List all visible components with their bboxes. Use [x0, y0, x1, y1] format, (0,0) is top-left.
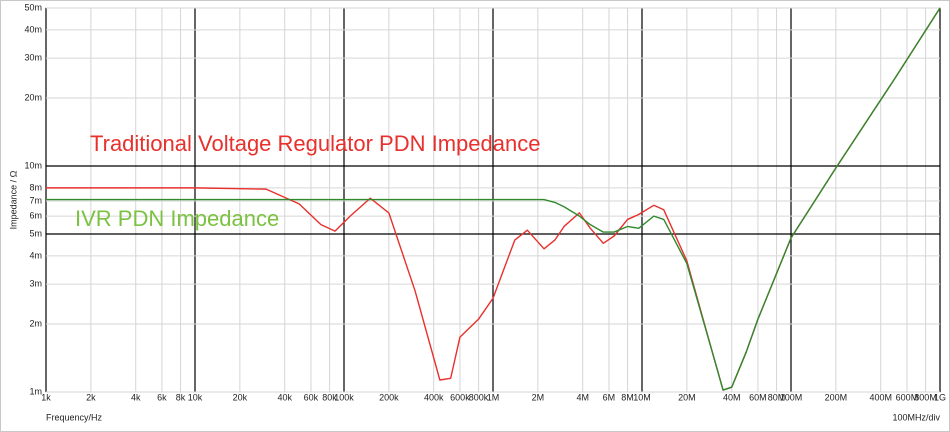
- y-tick-label: 20m: [24, 92, 42, 102]
- x-tick-label: 600M: [896, 392, 919, 402]
- x-tick-label: 100k: [334, 392, 354, 402]
- x-tick-label: 6M: [603, 392, 616, 402]
- x-tick-label: 400M: [869, 392, 892, 402]
- x-tick-label: 20M: [678, 392, 696, 402]
- scale-note: 100MHz/div: [892, 412, 940, 422]
- x-tick-label: 800M: [914, 392, 937, 402]
- y-tick-label: 6m: [29, 210, 42, 220]
- y-tick-label: 4m: [29, 250, 42, 260]
- x-tick-label: 80k: [322, 392, 337, 402]
- x-tick-label: 8k: [176, 392, 186, 402]
- x-tick-label: 60M: [749, 392, 767, 402]
- x-axis-label: Frequency/Hz: [46, 412, 103, 422]
- x-tick-label: 40M: [723, 392, 741, 402]
- y-tick-label: 50m: [24, 2, 42, 12]
- x-tick-label: 80M: [768, 392, 786, 402]
- y-tick-label: 8m: [29, 182, 42, 192]
- x-tick-label: 2M: [532, 392, 545, 402]
- annotation: Traditional Voltage Regulator PDN Impeda…: [90, 131, 540, 156]
- x-tick-label: 200M: [825, 392, 848, 402]
- x-tick-label: 200k: [379, 392, 399, 402]
- x-tick-label: 8M: [621, 392, 634, 402]
- x-tick-label: 10k: [188, 392, 203, 402]
- x-tick-label: 2k: [86, 392, 96, 402]
- x-tick-label: 4M: [576, 392, 589, 402]
- x-tick-label: 400k: [424, 392, 444, 402]
- y-tick-label: 3m: [29, 279, 42, 289]
- y-tick-label: 1m: [29, 386, 42, 396]
- x-tick-label: 1M: [487, 392, 500, 402]
- x-tick-label: 20k: [233, 392, 248, 402]
- y-tick-label: 30m: [24, 53, 42, 63]
- x-tick-label: 1G: [934, 392, 946, 402]
- x-tick-label: 100M: [780, 392, 803, 402]
- x-tick-label: 60k: [304, 392, 319, 402]
- x-tick-label: 10M: [633, 392, 651, 402]
- y-tick-label: 40m: [24, 24, 42, 34]
- annotation: IVR PDN Impedance: [75, 206, 279, 231]
- x-tick-label: 6k: [157, 392, 167, 402]
- x-tick-label: 800k: [469, 392, 489, 402]
- y-tick-label: 5m: [29, 228, 42, 238]
- x-tick-label: 4k: [131, 392, 141, 402]
- x-tick-label: 1k: [41, 392, 51, 402]
- y-tick-label: 2m: [29, 318, 42, 328]
- y-axis-label: Impedance / Ω: [8, 170, 18, 229]
- series-line: [46, 7, 941, 391]
- x-tick-label: 600k: [450, 392, 470, 402]
- x-tick-label: 40k: [277, 392, 292, 402]
- y-tick-label: 10m: [24, 160, 42, 170]
- y-tick-label: 7m: [29, 195, 42, 205]
